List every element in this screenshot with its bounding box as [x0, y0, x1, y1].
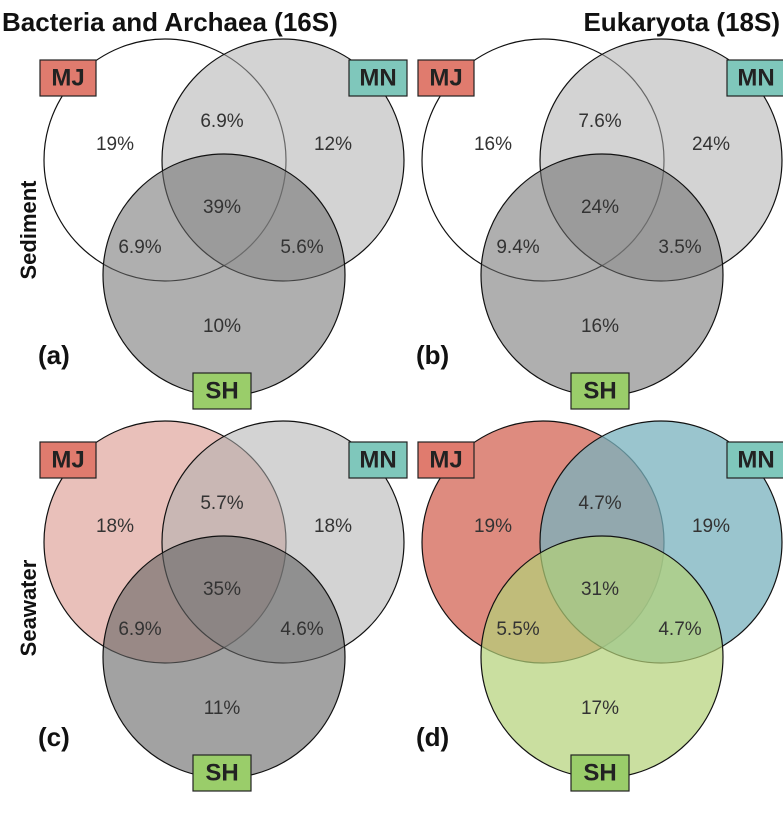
- set-label-box: [570, 372, 630, 410]
- set-label-box: [570, 754, 630, 792]
- region-percent: 4.7%: [578, 493, 621, 514]
- set-circle: [480, 535, 724, 779]
- set-label-box: [39, 59, 97, 97]
- region-percent: 12%: [314, 134, 352, 155]
- region-percent: 5.7%: [200, 493, 243, 514]
- set-label: MJ: [51, 446, 84, 473]
- set-label-box: [726, 59, 783, 97]
- region-percent: 35%: [203, 579, 241, 600]
- region-percent: 6.9%: [118, 237, 161, 258]
- set-label-box: [39, 441, 97, 479]
- panel-letter: (d): [416, 722, 449, 752]
- set-label: MN: [737, 446, 774, 473]
- venn-panel: 19% 6.9% 12% 39% 6.9% 5.6% 10% MJ MN SH (a): [38, 38, 408, 410]
- panel-letter: (a): [38, 340, 70, 370]
- region-percent: 4.6%: [280, 619, 323, 640]
- set-label: MN: [359, 64, 396, 91]
- region-percent: 19%: [474, 516, 512, 537]
- row-label: Sediment: [16, 180, 41, 280]
- set-label: SH: [583, 377, 616, 404]
- region-percent: 24%: [581, 197, 619, 218]
- region-percent: 19%: [96, 134, 134, 155]
- region-percent: 39%: [203, 197, 241, 218]
- set-label: MJ: [51, 64, 84, 91]
- set-label-box: [192, 372, 252, 410]
- region-percent: 18%: [96, 516, 134, 537]
- venn-panel: 16% 7.6% 24% 24% 9.4% 3.5% 16% MJ MN SH (b): [416, 38, 783, 410]
- set-circle: [480, 153, 724, 397]
- set-label: MN: [359, 446, 396, 473]
- set-label: SH: [205, 759, 238, 786]
- panel-letter: (b): [416, 340, 449, 370]
- region-percent: 6.9%: [118, 619, 161, 640]
- set-label-box: [417, 59, 475, 97]
- region-percent: 6.9%: [200, 111, 243, 132]
- panel-letter: (c): [38, 722, 70, 752]
- venn-panel: 19% 4.7% 19% 31% 5.5% 4.7% 17% MJ MN SH (d): [416, 420, 783, 792]
- set-label: MN: [737, 64, 774, 91]
- region-percent: 16%: [474, 134, 512, 155]
- region-percent: 31%: [581, 579, 619, 600]
- venn-panel: 18% 5.7% 18% 35% 6.9% 4.6% 11% MJ MN SH (c): [38, 420, 408, 792]
- set-label: MJ: [429, 446, 462, 473]
- region-percent: 4.7%: [658, 619, 701, 640]
- set-label: SH: [205, 377, 238, 404]
- set-circle: [102, 535, 346, 779]
- region-percent: 3.5%: [658, 237, 701, 258]
- region-percent: 24%: [692, 134, 730, 155]
- region-percent: 18%: [314, 516, 352, 537]
- region-percent: 5.5%: [496, 619, 539, 640]
- region-percent: 11%: [204, 698, 241, 719]
- region-percent: 16%: [581, 316, 619, 337]
- region-percent: 9.4%: [496, 237, 539, 258]
- region-percent: 10%: [203, 316, 241, 337]
- region-percent: 17%: [581, 698, 619, 719]
- set-label: SH: [583, 759, 616, 786]
- region-percent: 7.6%: [578, 111, 621, 132]
- set-label: MJ: [429, 64, 462, 91]
- set-label-box: [192, 754, 252, 792]
- set-circle: [102, 153, 346, 397]
- column-title: Bacteria and Archaea (16S): [2, 7, 338, 37]
- set-label-box: [726, 441, 783, 479]
- row-label: Seawater: [16, 559, 41, 656]
- column-title: Eukaryota (18S): [583, 7, 780, 37]
- region-percent: 5.6%: [280, 237, 323, 258]
- set-label-box: [348, 441, 408, 479]
- region-percent: 19%: [692, 516, 730, 537]
- set-label-box: [348, 59, 408, 97]
- set-label-box: [417, 441, 475, 479]
